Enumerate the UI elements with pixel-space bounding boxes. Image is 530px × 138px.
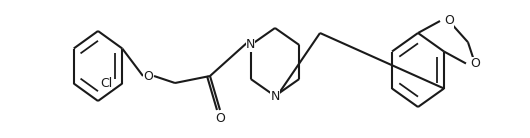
Text: O: O xyxy=(444,14,454,27)
Text: N: N xyxy=(270,90,280,103)
Text: O: O xyxy=(143,70,153,83)
Text: O: O xyxy=(470,57,480,70)
Text: N: N xyxy=(246,39,255,51)
Text: Cl: Cl xyxy=(100,77,112,90)
Text: O: O xyxy=(215,112,225,124)
